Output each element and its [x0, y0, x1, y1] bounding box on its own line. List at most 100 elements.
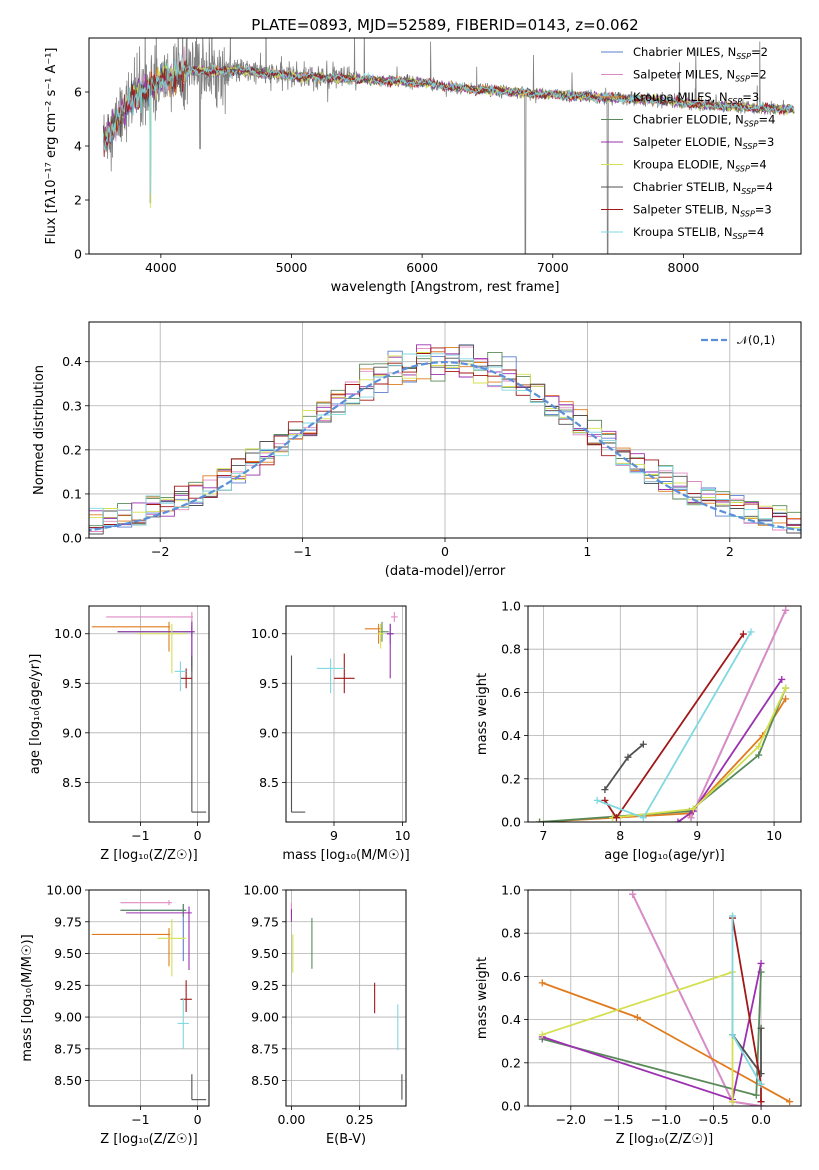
y-axis-label: Normed distribution: [32, 365, 47, 495]
data-marker: [624, 753, 632, 761]
errorbar-point: [390, 611, 398, 622]
y-tick-label: 0.0: [501, 815, 521, 830]
data-marker: [538, 979, 546, 987]
errorbar-point: [157, 919, 187, 977]
y-tick-label: 9.0: [259, 725, 279, 740]
x-tick-label: 8: [616, 828, 624, 843]
legend-text: Salpeter ELODIE, N: [633, 135, 743, 149]
y-axis-label: mass weight: [475, 673, 490, 755]
legend-suffix: =3: [755, 203, 772, 217]
x-tick-label: 7000: [537, 260, 569, 275]
axes-frame: [88, 605, 210, 823]
mass-weight-series: [593, 628, 755, 822]
errorbar-point: [191, 1074, 207, 1101]
y-tick-label: 6: [74, 85, 82, 100]
errorbar-point: [174, 661, 187, 692]
y-tick-label: 0.0: [501, 1099, 521, 1114]
x-tick-label: 10: [766, 828, 782, 843]
plot-area: [102, 38, 795, 254]
errorbar-point: [106, 611, 193, 622]
y-tick-label: 10.0: [251, 626, 279, 641]
x-axis-label: age [log₁₀(age/yr)]: [604, 848, 725, 863]
mass-weight-series: [687, 606, 790, 822]
y-tick-label: 9.50: [251, 946, 279, 961]
legend-subscript: SSP: [743, 142, 758, 151]
y-tick-label: 8.50: [54, 1073, 82, 1088]
model-spectrum: [102, 60, 795, 158]
legend-entry: Kroupa MILES, NSSP=3: [633, 90, 759, 106]
legend-subscript: SSP: [728, 97, 743, 106]
legend-entry: 𝒩(0,1): [737, 333, 775, 347]
errorbar-point: [120, 903, 187, 917]
plot-area: [290, 611, 398, 813]
x-axis-label: mass [log₁₀(M/M☉)]: [282, 848, 409, 863]
data-marker: [729, 912, 737, 920]
legend-text: Kroupa ELODIE, N: [633, 158, 735, 172]
histogram-step: [89, 353, 801, 531]
y-tick-label: 0.3: [62, 398, 82, 413]
mass-weight-series: [538, 959, 765, 1104]
legend-subscript: SSP: [744, 120, 759, 129]
mass-weight-series: [601, 630, 747, 822]
plot-area: [89, 344, 801, 536]
axes-frame: [88, 37, 802, 255]
legend-entry: Kroupa STELIB, NSSP=4: [633, 225, 764, 241]
x-tick-label: −1.0: [651, 1112, 681, 1127]
plot-area: [91, 900, 207, 1101]
legend-subscript: SSP: [736, 52, 751, 61]
y-tick-label: 9.75: [251, 914, 279, 929]
legend-subscript: SSP: [735, 75, 750, 84]
plot-area: [536, 606, 790, 822]
x-tick-label: 2: [726, 544, 734, 559]
errorbar-point: [91, 621, 171, 652]
data-marker: [674, 818, 682, 822]
y-tick-label: 0: [74, 247, 82, 262]
y-tick-label: 0.6: [501, 685, 521, 700]
y-tick-label: 0.2: [501, 771, 521, 786]
legend-entry: Chabrier MILES, NSSP=2: [633, 45, 768, 61]
data-marker: [782, 695, 790, 703]
data-marker: [747, 628, 755, 636]
y-tick-label: 0.2: [501, 1055, 521, 1070]
y-axis-label: age [log₁₀(age/yr)]: [28, 654, 43, 775]
data-marker: [536, 818, 544, 822]
data-marker: [639, 740, 647, 748]
legend-subscript: SSP: [735, 165, 750, 174]
mass-weight-series: [538, 968, 765, 1099]
legend-suffix: =3: [742, 90, 759, 104]
x-tick-label: −1.5: [603, 1112, 633, 1127]
plot-area: [290, 902, 403, 1100]
chart-title: PLATE=0893, MJD=52589, FIBERID=0143, z=0…: [251, 16, 638, 34]
y-tick-label: 4: [74, 139, 82, 154]
legend-subscript: SSP: [740, 210, 755, 219]
legend-entry: Chabrier ELODIE, NSSP=4: [633, 113, 775, 129]
model-spectrum: [102, 54, 795, 195]
y-tick-label: 0.8: [501, 642, 521, 657]
x-tick-label: −1: [131, 828, 149, 843]
data-marker: [757, 1024, 765, 1032]
legend-text: Chabrier ELODIE, N: [633, 113, 744, 127]
axes-frame: [527, 889, 802, 1107]
data-marker: [778, 675, 786, 683]
y-tick-label: 10.0: [54, 626, 82, 641]
data-marker: [601, 786, 609, 794]
legend-suffix: =4: [747, 225, 764, 239]
axes-frame: [285, 605, 407, 823]
data-marker: [687, 814, 695, 822]
x-axis-label: wavelength [Angstrom, rest frame]: [331, 280, 560, 295]
mass-weight-series: [729, 912, 765, 1088]
legend-entry: Salpeter STELIB, NSSP=3: [633, 203, 772, 219]
y-tick-label: 9.50: [54, 946, 82, 961]
x-tick-label: 9: [693, 828, 701, 843]
legend-entry: Kroupa ELODIE, NSSP=4: [633, 158, 767, 174]
x-tick-label: −1: [131, 1112, 149, 1127]
data-marker: [755, 751, 763, 759]
panel-spectrum: 4000 5000 6000 7000 8000 0 2 4 6 wavelength [Angs…: [44, 16, 802, 295]
data-marker: [729, 1098, 737, 1106]
legend-suffix: =2: [751, 45, 768, 59]
x-tick-label: −2.0: [556, 1112, 586, 1127]
panel-residual-histogram: −2 −1 0 1 2 0.0 0.1 0.2 0.3 0.4 (data-model)/error…: [32, 321, 802, 579]
y-tick-label: 0.6: [501, 969, 521, 984]
